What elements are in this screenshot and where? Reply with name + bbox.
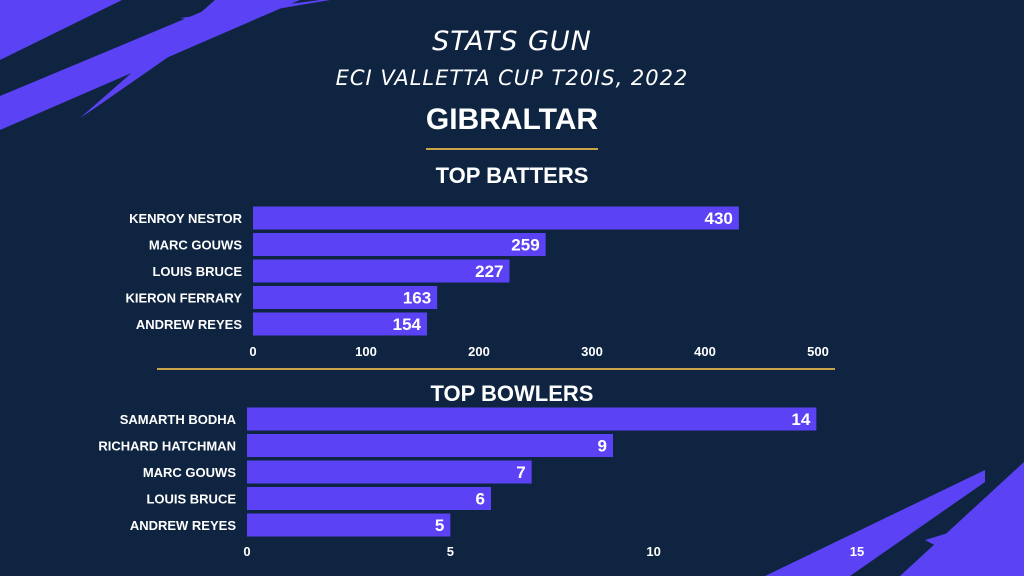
event-title: ECI VALLETTA CUP T20IS, 2022 — [335, 66, 689, 90]
batters-heading: TOP BATTERS — [435, 163, 589, 188]
x-tick-label: 200 — [468, 344, 490, 359]
value-label: 6 — [476, 490, 485, 509]
category-label: RICHARD HATCHMAN — [98, 439, 236, 454]
value-label: 154 — [393, 315, 422, 334]
category-label: LOUIS BRUCE — [152, 264, 242, 279]
category-label: LOUIS BRUCE — [146, 492, 236, 507]
category-label: SAMARTH BODHA — [120, 412, 237, 427]
value-label: 9 — [598, 437, 607, 456]
bar — [247, 407, 817, 431]
title-divider — [426, 148, 598, 150]
value-label: 259 — [511, 236, 539, 255]
bar — [247, 434, 613, 457]
category-label: KENROY NESTOR — [129, 211, 243, 226]
x-tick-label: 0 — [243, 544, 250, 559]
section-divider — [157, 368, 835, 370]
bar — [247, 460, 532, 484]
bar — [253, 233, 546, 256]
value-label: 5 — [435, 516, 444, 535]
bar — [247, 487, 491, 510]
x-tick-label: 300 — [581, 344, 603, 359]
category-label: ANDREW REYES — [130, 518, 237, 533]
x-tick-label: 400 — [694, 344, 716, 359]
team-name: GIBRALTAR — [425, 103, 599, 136]
value-label: 7 — [516, 463, 525, 482]
value-label: 163 — [403, 289, 431, 308]
bar — [253, 286, 438, 309]
app-title: STATS GUN — [432, 26, 592, 57]
x-tick-label: 100 — [355, 344, 377, 359]
bar — [253, 259, 510, 283]
bowlers-heading: TOP BOWLERS — [430, 381, 594, 406]
bar — [253, 206, 739, 230]
category-label: MARC GOUWS — [149, 238, 242, 253]
x-tick-label: 10 — [646, 544, 660, 559]
x-tick-label: 500 — [807, 344, 829, 359]
bar — [247, 513, 451, 537]
value-label: 227 — [475, 262, 503, 281]
bar — [253, 312, 428, 336]
value-label: 14 — [791, 410, 810, 429]
category-label: KIERON FERRARY — [125, 291, 242, 306]
x-tick-label: 5 — [447, 544, 454, 559]
category-label: ANDREW REYES — [136, 317, 243, 332]
value-label: 430 — [705, 209, 733, 228]
x-tick-label: 0 — [249, 344, 256, 359]
x-tick-label: 15 — [850, 544, 864, 559]
category-label: MARC GOUWS — [143, 465, 236, 480]
